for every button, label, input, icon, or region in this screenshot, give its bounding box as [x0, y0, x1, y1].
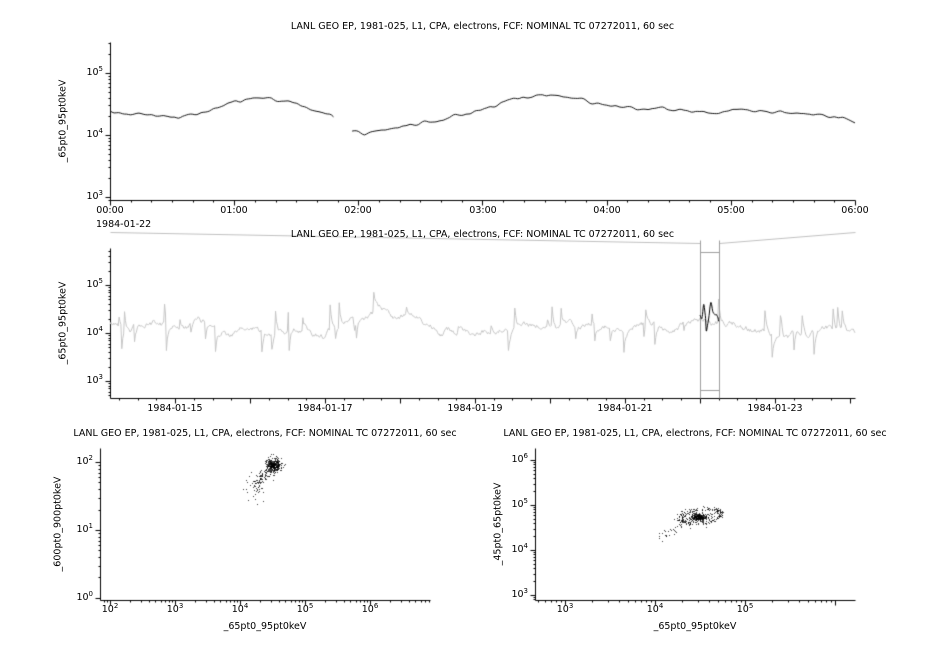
x-axis-date-label: 1984-01-22	[96, 219, 152, 230]
x-tick-label: 00:00	[96, 205, 124, 216]
plot-title-top: LANL GEO EP, 1981-025, L1, CPA, electron…	[290, 21, 675, 32]
time-range-selector[interactable]	[700, 240, 719, 398]
x-tick-label: 106	[361, 601, 379, 615]
x-tick-label: 103	[556, 601, 574, 615]
y-tick-label: 104	[86, 324, 103, 338]
scatter-right-plot-area[interactable]	[535, 448, 855, 600]
x-tick-label: 1984-01-15	[147, 403, 203, 414]
y-tick-label: 103	[86, 188, 103, 202]
x-tick-label: 1984-01-19	[447, 403, 503, 414]
y-tick-label: 103	[511, 586, 528, 600]
plot-title-scatter-left: LANL GEO EP, 1981-025, L1, CPA, electron…	[73, 428, 457, 439]
x-tick-label: 1984-01-17	[297, 403, 353, 414]
x-tick-label: 05:00	[717, 205, 745, 216]
x-axis-label-scatter-right: _65pt0_95pt0keV	[653, 621, 737, 632]
plot-title-context: LANL GEO EP, 1981-025, L1, CPA, electron…	[290, 229, 675, 240]
y-tick-label: 102	[76, 453, 93, 467]
top-plot-area[interactable]	[110, 42, 855, 200]
y-tick-label: 101	[76, 521, 93, 535]
y-tick-label: 100	[76, 589, 93, 603]
x-tick-label: 06:00	[841, 205, 869, 216]
y-axis-label-top: _65pt0_95pt0keV	[57, 79, 69, 163]
scatter-left-plot-area[interactable]	[100, 448, 430, 600]
x-tick-label: 102	[101, 601, 119, 615]
y-tick-label: 105	[86, 64, 103, 78]
x-axis-label-scatter-left: _65pt0_95pt0keV	[223, 621, 307, 632]
x-tick-label: 04:00	[593, 205, 621, 216]
x-tick-label: 03:00	[469, 205, 497, 216]
x-tick-label: 104	[231, 601, 249, 615]
x-tick-label: 1984-01-23	[747, 403, 803, 414]
context-plot-area[interactable]	[110, 248, 855, 398]
y-tick-label: 106	[511, 451, 528, 465]
y-tick-label: 103	[86, 372, 103, 386]
x-tick-label: 1984-01-21	[597, 403, 653, 414]
x-tick-label: 104	[646, 601, 664, 615]
y-tick-label: 105	[511, 496, 528, 510]
x-tick-label: 02:00	[344, 205, 372, 216]
x-tick-label: 105	[296, 601, 314, 615]
y-axis-label-context: _65pt0_95pt0keV	[57, 281, 69, 365]
plot-title-scatter-right: LANL GEO EP, 1981-025, L1, CPA, electron…	[503, 428, 887, 439]
x-tick-label: 105	[736, 601, 754, 615]
y-tick-label: 105	[86, 276, 103, 290]
y-tick-label: 104	[511, 541, 528, 555]
x-tick-label: 103	[166, 601, 184, 615]
x-tick-label: 01:00	[220, 205, 248, 216]
y-tick-label: 104	[86, 126, 103, 140]
